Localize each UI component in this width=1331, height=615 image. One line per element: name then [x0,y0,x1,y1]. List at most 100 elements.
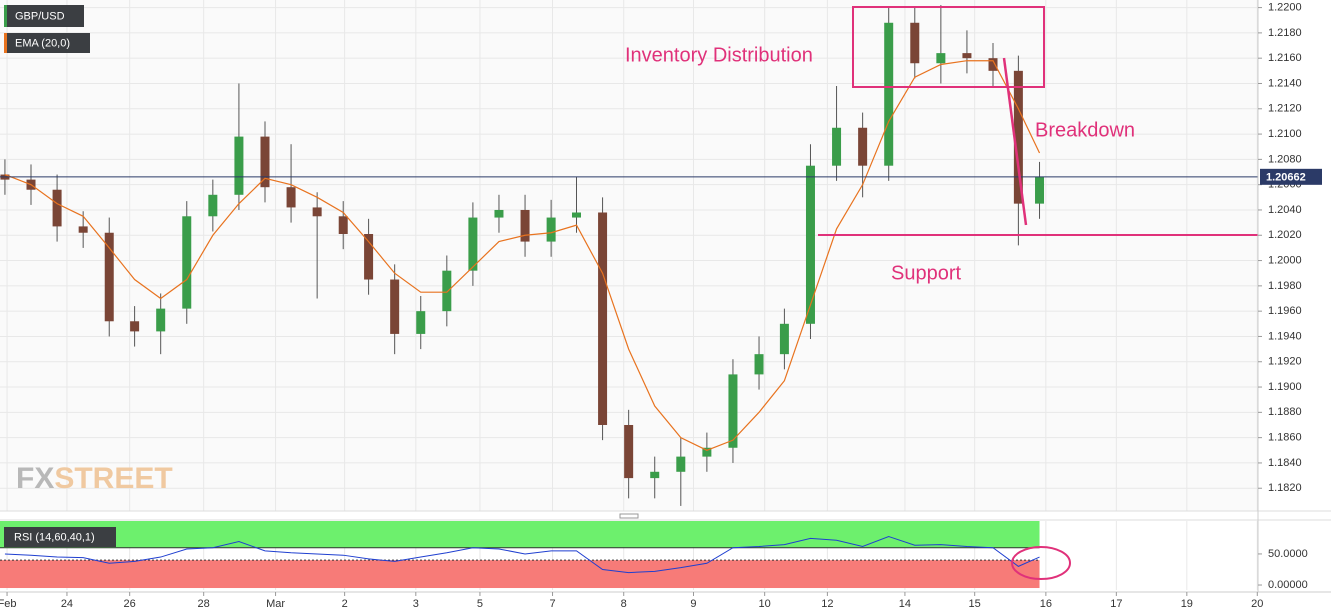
candle-body [571,212,581,218]
candle-body [702,447,712,457]
legend-box [4,527,116,547]
y-tick-label: 1.1820 [1268,482,1302,494]
y-tick-label: 1.2140 [1268,77,1302,89]
rsi-line [4,536,1040,574]
x-tick-label: 5 [477,598,483,610]
y-tick-label: 1.2040 [1268,204,1302,216]
last-price-tag [1260,168,1322,185]
x-tick-label: 26 [124,598,136,610]
candle-body [1013,70,1023,204]
candle-body [805,165,815,324]
y-tick-label: 1.2180 [1268,27,1302,39]
candle-body [832,127,842,166]
y-tick-label: 1.2200 [1268,1,1302,13]
ema-line [4,60,1041,451]
candle-body [520,209,530,242]
watermark: FXSTREET [16,462,173,495]
candle-body [312,207,322,217]
legend-label: GBP/USD [15,10,65,22]
x-tick-label: 12 [821,598,833,610]
candle-body [754,354,764,375]
rsi-lower-zone [0,560,1040,589]
candle-body [650,471,660,479]
y-tick-label: 1.2160 [1268,52,1302,64]
candle-body [338,216,348,234]
candle-body [728,374,738,448]
annotation: Support [891,262,961,284]
x-tick-label: 3 [413,598,419,610]
resize-handle[interactable] [619,513,639,519]
x-tick-label: 7 [549,598,555,610]
y-tick-label: 1.1940 [1268,330,1302,342]
candle-body [208,194,218,217]
candle-body [988,58,998,71]
rsi-label: RSI (14,60,40,1) [14,531,95,543]
candle-body [260,136,270,188]
x-tick-label: 2 [342,598,348,610]
candle-body [779,323,789,355]
y-tick-label: 1.1980 [1268,280,1302,292]
x-tick-label: 14 [899,598,911,610]
y-tick-label: 1.2100 [1268,128,1302,140]
candle-body [494,209,504,218]
y-tick-label: 1.1920 [1268,356,1302,368]
x-tick-label: Feb [0,598,17,610]
annotation: Breakdown [1035,119,1135,141]
x-tick-label: 9 [690,598,696,610]
candle-body [286,187,296,208]
candle-body [156,308,166,332]
candle-body [858,127,868,166]
y-tick-label: 1.2080 [1268,153,1302,165]
y-tick-label: 1.1840 [1268,457,1302,469]
legend-label: EMA (20,0) [15,37,70,49]
candle-body [416,311,426,334]
rsi-y-tick-label: 50.0000 [1268,548,1308,560]
marks [0,5,1258,506]
x-tick-label: 17 [1110,598,1122,610]
candle-body [1035,177,1045,204]
candle-body [676,456,686,472]
rsi-y-tick-label: 0.00000 [1268,579,1308,591]
candle-body [442,270,452,312]
x-tick-label: 20 [1251,598,1263,610]
legend-box [4,33,90,53]
candle-body [624,424,634,479]
candle-body [78,226,88,233]
x-tick-label: 16 [1040,598,1052,610]
legend-box [4,5,84,27]
rsi-panel [0,521,1040,589]
candle-body [130,321,140,332]
candle-body [884,22,894,166]
annotation: Inventory Distribution [625,44,813,66]
distribution-box [852,6,1045,88]
y-tick-label: 1.1960 [1268,305,1302,317]
y-tick-label: 1.1880 [1268,406,1302,418]
y-tick-label: 1.1860 [1268,432,1302,444]
rsi-upper-zone [0,521,1040,548]
candle-body [52,189,62,227]
candle-body [182,216,192,309]
candle-body [598,212,608,425]
candle-body [468,217,478,271]
x-tick-label: 15 [969,598,981,610]
x-tick-label: Mar [266,598,285,610]
y-tick-label: 1.1900 [1268,381,1302,393]
x-tick-label: 8 [621,598,627,610]
x-tick-label: 24 [61,598,73,610]
candle-body [104,232,114,322]
candle-body [910,22,920,64]
candle-body [364,233,374,280]
breakdown-line [1002,57,1028,226]
legend-swatch [4,33,7,53]
candle-body [390,279,400,334]
x-tick-label: 10 [759,598,771,610]
candle-body [234,136,244,195]
y-tick-label: 1.2020 [1268,229,1302,241]
candle-body [546,217,556,242]
candle-body [962,53,972,59]
y-tick-label: 1.2120 [1268,103,1302,115]
candle-body [936,53,946,64]
highlight-ellipse [1011,546,1071,580]
y-tick-label: 1.2000 [1268,254,1302,266]
